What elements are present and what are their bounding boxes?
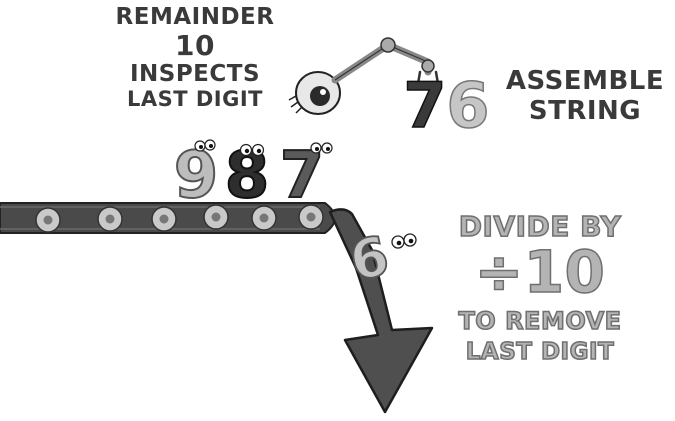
- assembled-digit: 7: [403, 69, 446, 142]
- belt-roller: [251, 205, 277, 231]
- falling-digit-glyph: 6: [344, 224, 394, 293]
- remainder-object: LAST DIGIT: [126, 87, 263, 111]
- divide-title: DIVIDE BY: [458, 210, 622, 243]
- robot-arm-icon: [331, 37, 440, 86]
- belt-roller: [151, 206, 177, 232]
- remainder-label: REMAINDER 10 INSPECTS LAST DIGIT: [110, 6, 280, 110]
- conveyor-belt-icon: [0, 202, 336, 234]
- remainder-verb: INSPECTS: [129, 61, 261, 87]
- assembled-digits: 7 6: [403, 68, 491, 143]
- digit-eyes: [239, 143, 265, 157]
- assemble-object: STRING: [528, 96, 642, 126]
- divide-verb: TO REMOVE: [458, 307, 622, 335]
- digit-eyes: [310, 142, 333, 154]
- belt-roller: [97, 206, 123, 232]
- eyeball-icon: [288, 71, 341, 115]
- remainder-number: 10: [175, 29, 215, 62]
- assemble-label: ASSEMBLE STRING: [505, 68, 665, 124]
- assemble-title: ASSEMBLE: [505, 66, 665, 96]
- belt-roller: [35, 207, 61, 233]
- down-arrow-icon: [328, 208, 434, 414]
- assembled-digit: 6: [446, 69, 489, 142]
- remainder-title: REMAINDER: [115, 4, 275, 30]
- conveyor-digit: 9: [174, 139, 219, 213]
- divide-label: DIVIDE BY ÷10 TO REMOVE LAST DIGIT: [440, 210, 640, 365]
- falling-digit: 6: [343, 223, 417, 294]
- digit-eyes: [194, 139, 216, 152]
- belt-roller: [298, 204, 324, 230]
- divide-number: ÷10: [474, 238, 606, 306]
- conveyor-digits: 9 8 7: [173, 138, 333, 214]
- divide-object: LAST DIGIT: [465, 339, 615, 365]
- belt-roller: [203, 204, 229, 230]
